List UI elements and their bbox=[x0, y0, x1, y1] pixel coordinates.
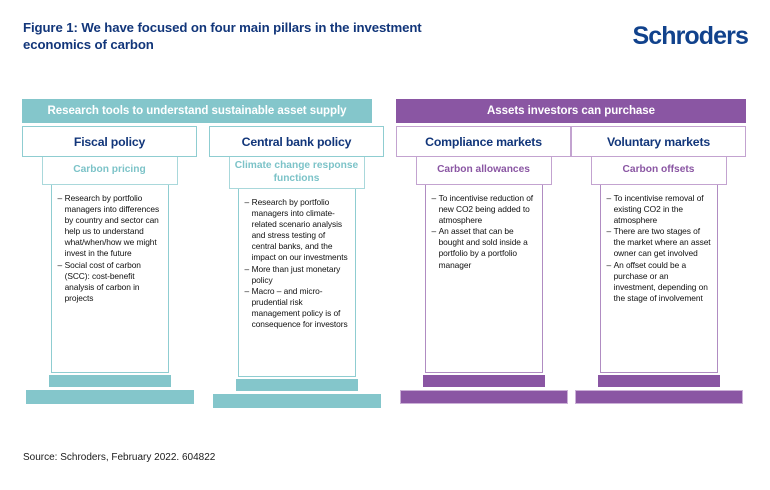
bullet-text: Research by portfolio managers into diff… bbox=[64, 193, 160, 259]
bullet-marker: – bbox=[606, 226, 612, 237]
pillar-base-lower bbox=[212, 394, 381, 408]
list-item: – An offset could be a purchase or an in… bbox=[607, 260, 712, 304]
bullet-text: Research by portfolio managers into clim… bbox=[251, 197, 348, 263]
bullet-marker: – bbox=[244, 197, 250, 207]
pillar-base-lower bbox=[399, 390, 568, 404]
bullet-text: Macro – and micro-prudential risk manage… bbox=[251, 285, 348, 330]
pillar-base-upper bbox=[235, 379, 358, 391]
pillar-body: – Research by portfolio managers into cl… bbox=[237, 188, 356, 377]
page-header: Figure 1: We have focused on four main p… bbox=[0, 0, 770, 75]
schroders-logo: Schroders bbox=[632, 22, 748, 50]
pillar-sublabel-text: Carbon offsets bbox=[622, 164, 695, 176]
pillar-capital: Fiscal policy bbox=[22, 126, 197, 157]
pillar-sublabel: Carbon offsets bbox=[590, 156, 727, 185]
pillar-base-lower bbox=[574, 390, 743, 404]
pillar-fiscal-policy: Fiscal policy Carbon pricing – Research … bbox=[22, 126, 197, 404]
pillar-sublabel: Carbon allowances bbox=[415, 156, 552, 185]
pillar-capital-label: Compliance markets bbox=[425, 134, 542, 149]
list-item: – To incentivise removal of existing CO2… bbox=[607, 193, 712, 226]
bullet-marker: – bbox=[244, 285, 250, 296]
pillar-capital: Voluntary markets bbox=[571, 126, 746, 157]
bullet-text: To incentivise reduction of new CO2 bein… bbox=[438, 193, 534, 226]
pillar-capital-label: Voluntary markets bbox=[607, 134, 710, 149]
bullet-marker: – bbox=[431, 226, 437, 237]
pillar-base-upper bbox=[422, 375, 545, 387]
bullet-text: Social cost of carbon (SCC): cost-benefi… bbox=[64, 259, 141, 303]
group-header-supply: Research tools to understand sustainable… bbox=[22, 99, 372, 123]
bullet-text: More than just monetary policy bbox=[251, 263, 341, 285]
pillar-compliance-markets: Compliance markets Carbon allowances – T… bbox=[396, 126, 571, 404]
pillar-sublabel-text: Climate change response functions bbox=[234, 160, 359, 184]
list-item: – Research by portfolio managers into di… bbox=[58, 193, 163, 260]
pillar-body: – To incentivise removal of existing CO2… bbox=[599, 184, 718, 373]
list-item: – An asset that can be bought and sold i… bbox=[432, 226, 537, 270]
pillar-body: – Research by portfolio managers into di… bbox=[50, 184, 169, 373]
pillar-body: – To incentivise reduction of new CO2 be… bbox=[424, 184, 543, 373]
bullet-text: An offset could be a purchase or an inve… bbox=[613, 259, 708, 303]
list-item: – Research by portfolio managers into cl… bbox=[245, 197, 350, 264]
list-item: – Macro – and micro-prudential risk mana… bbox=[245, 286, 350, 330]
pillar-capital: Compliance markets bbox=[396, 126, 571, 157]
bullet-marker: – bbox=[606, 193, 612, 203]
pillar-sublabel-text: Carbon allowances bbox=[437, 164, 530, 176]
bullet-text: An asset that can be bought and sold ins… bbox=[438, 226, 528, 270]
pillar-voluntary-markets: Voluntary markets Carbon offsets – To in… bbox=[571, 126, 746, 404]
list-item: – More than just monetary policy bbox=[245, 264, 350, 286]
source-note: Source: Schroders, February 2022. 604822 bbox=[23, 452, 216, 463]
page-title: Figure 1: We have focused on four main p… bbox=[23, 20, 422, 52]
bullet-text: To incentivise removal of existing CO2 i… bbox=[613, 193, 704, 226]
pillar-central-bank-policy: Central bank policy Climate change respo… bbox=[209, 126, 384, 408]
bullet-marker: – bbox=[431, 193, 437, 203]
pillar-sublabel-text: Carbon pricing bbox=[73, 164, 146, 176]
list-item: – Social cost of carbon (SCC): cost-bene… bbox=[58, 260, 163, 304]
pillar-base-upper bbox=[597, 375, 720, 387]
bullet-marker: – bbox=[244, 263, 250, 274]
list-item: – To incentivise reduction of new CO2 be… bbox=[432, 193, 537, 226]
group-header-assets-label: Assets investors can purchase bbox=[487, 105, 655, 117]
pillar-capital: Central bank policy bbox=[209, 126, 384, 157]
pillar-sublabel: Climate change response functions bbox=[228, 156, 365, 189]
pillar-base-upper bbox=[48, 375, 171, 387]
pillar-capital-label: Central bank policy bbox=[241, 134, 352, 149]
group-header-supply-label: Research tools to understand sustainable… bbox=[47, 105, 347, 117]
group-header-assets: Assets investors can purchase bbox=[396, 99, 746, 123]
bullet-text: There are two stages of the market where… bbox=[613, 226, 711, 259]
list-item: – There are two stages of the market whe… bbox=[607, 226, 712, 259]
bullet-marker: – bbox=[57, 259, 63, 270]
pillar-sublabel: Carbon pricing bbox=[41, 156, 178, 185]
pillar-base-lower bbox=[25, 390, 194, 404]
bullet-marker: – bbox=[606, 259, 612, 270]
bullet-marker: – bbox=[57, 193, 63, 203]
pillar-capital-label: Fiscal policy bbox=[73, 134, 146, 149]
